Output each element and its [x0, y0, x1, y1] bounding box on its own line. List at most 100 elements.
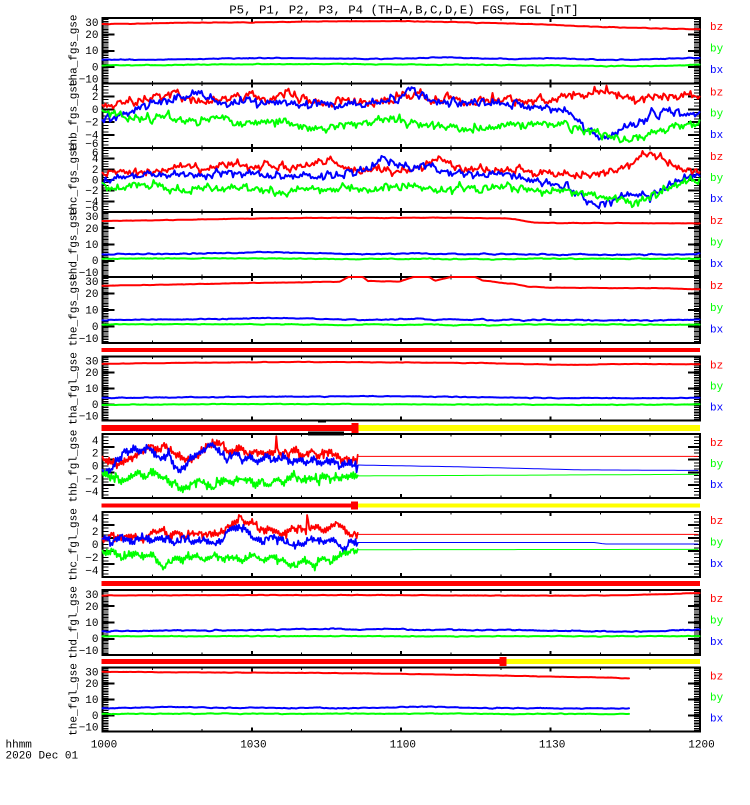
svg-text:0: 0: [92, 63, 99, 75]
svg-text:4: 4: [92, 154, 99, 166]
svg-text:bz: bz: [710, 516, 723, 528]
svg-text:1100: 1100: [390, 740, 416, 752]
svg-text:thc_fgs_gse: thc_fgs_gse: [69, 144, 81, 217]
svg-text:by: by: [710, 537, 724, 549]
svg-text:by: by: [710, 109, 724, 121]
svg-text:30: 30: [85, 18, 98, 30]
svg-text:by: by: [710, 303, 724, 315]
svg-text:2: 2: [92, 527, 99, 539]
svg-text:bz: bz: [710, 671, 723, 683]
svg-text:by: by: [710, 173, 724, 185]
svg-text:by: by: [710, 459, 724, 471]
svg-text:bz: bz: [710, 438, 723, 450]
svg-text:20: 20: [85, 602, 98, 614]
svg-text:20: 20: [85, 679, 98, 691]
svg-text:by: by: [710, 381, 724, 393]
svg-text:0: 0: [92, 711, 99, 723]
svg-text:−4: −4: [85, 197, 99, 209]
svg-text:10: 10: [85, 46, 98, 58]
svg-text:bz: bz: [710, 281, 723, 293]
svg-text:bx: bx: [710, 325, 724, 337]
svg-text:thb_fgl_gse: thb_fgl_gse: [69, 430, 81, 503]
svg-text:0: 0: [92, 322, 99, 334]
svg-text:0: 0: [92, 462, 99, 474]
svg-text:bz: bz: [710, 22, 723, 34]
svg-text:0: 0: [92, 256, 99, 268]
svg-text:30: 30: [85, 668, 98, 680]
svg-text:4: 4: [92, 436, 99, 448]
svg-text:10: 10: [85, 240, 98, 252]
svg-text:−10: −10: [79, 334, 99, 346]
svg-text:0: 0: [92, 105, 99, 117]
svg-text:−2: −2: [85, 474, 98, 486]
svg-text:bx: bx: [710, 559, 724, 571]
svg-text:bx: bx: [710, 714, 724, 726]
svg-text:30: 30: [85, 277, 98, 289]
svg-text:thd_fgl_gse: thd_fgl_gse: [69, 586, 81, 659]
svg-text:bx: bx: [710, 403, 724, 415]
svg-text:2: 2: [92, 165, 99, 177]
svg-text:1200: 1200: [688, 740, 714, 752]
svg-text:1030: 1030: [240, 740, 266, 752]
svg-text:0: 0: [92, 400, 99, 412]
svg-text:bz: bz: [710, 360, 723, 372]
svg-text:1130: 1130: [539, 740, 565, 752]
svg-text:bz: bz: [710, 216, 723, 228]
svg-text:0: 0: [92, 634, 99, 646]
svg-text:−4: −4: [85, 487, 99, 499]
svg-text:thc_fgl_gse: thc_fgl_gse: [69, 508, 81, 581]
svg-text:−10: −10: [79, 268, 99, 280]
svg-text:20: 20: [85, 224, 98, 236]
svg-text:tha_fgs_gse: tha_fgs_gse: [69, 14, 81, 87]
svg-text:−4: −4: [85, 131, 99, 143]
svg-text:bz: bz: [710, 87, 723, 99]
svg-text:−10: −10: [79, 75, 99, 87]
svg-text:10: 10: [85, 306, 98, 318]
svg-text:−10: −10: [79, 646, 99, 658]
svg-text:tha_fgl_gse: tha_fgl_gse: [69, 352, 81, 425]
svg-text:−2: −2: [85, 553, 98, 565]
svg-text:30: 30: [85, 590, 98, 602]
svg-text:the_fgl_gse: the_fgl_gse: [69, 663, 81, 736]
svg-text:bx: bx: [710, 65, 724, 77]
svg-text:the_fgs_gse: the_fgs_gse: [69, 274, 81, 347]
svg-text:bx: bx: [710, 194, 724, 206]
svg-text:−4: −4: [85, 566, 99, 578]
svg-text:2: 2: [92, 92, 99, 104]
svg-text:by: by: [710, 615, 724, 627]
svg-text:20: 20: [85, 30, 98, 42]
svg-text:P5, P1, P2, P3, P4 (TH−A,B,C,D: P5, P1, P2, P3, P4 (TH−A,B,C,D,E) FGS, F…: [229, 4, 578, 18]
svg-text:bx: bx: [710, 259, 724, 271]
svg-text:6: 6: [92, 148, 99, 160]
svg-text:−6: −6: [85, 139, 98, 151]
svg-text:30: 30: [85, 212, 98, 224]
svg-text:−10: −10: [79, 723, 99, 735]
svg-text:30: 30: [85, 357, 98, 369]
svg-text:−2: −2: [85, 186, 98, 198]
svg-text:bz: bz: [710, 594, 723, 606]
svg-text:bz: bz: [710, 152, 723, 164]
svg-text:−6: −6: [85, 203, 98, 215]
svg-text:2020 Dec 01: 2020 Dec 01: [6, 751, 79, 763]
svg-text:4: 4: [92, 84, 99, 96]
svg-text:by: by: [710, 237, 724, 249]
svg-text:0: 0: [92, 176, 99, 188]
svg-text:bx: bx: [710, 480, 724, 492]
svg-text:4: 4: [92, 514, 99, 526]
svg-text:−2: −2: [85, 118, 98, 130]
svg-text:10: 10: [85, 384, 98, 396]
svg-text:20: 20: [85, 368, 98, 380]
svg-text:bx: bx: [710, 130, 724, 142]
svg-text:10: 10: [85, 695, 98, 707]
svg-text:bx: bx: [710, 637, 724, 649]
svg-text:thb_fgs_gse: thb_fgs_gse: [69, 79, 81, 152]
svg-text:20: 20: [85, 289, 98, 301]
svg-text:10: 10: [85, 618, 98, 630]
svg-text:hhmm: hhmm: [6, 740, 33, 752]
svg-text:1000: 1000: [91, 740, 117, 752]
svg-text:2: 2: [92, 449, 99, 461]
svg-text:0: 0: [92, 540, 99, 552]
svg-text:by: by: [710, 692, 724, 704]
svg-text:−10: −10: [79, 412, 99, 424]
svg-text:thd_fgs_gse: thd_fgs_gse: [69, 208, 81, 281]
